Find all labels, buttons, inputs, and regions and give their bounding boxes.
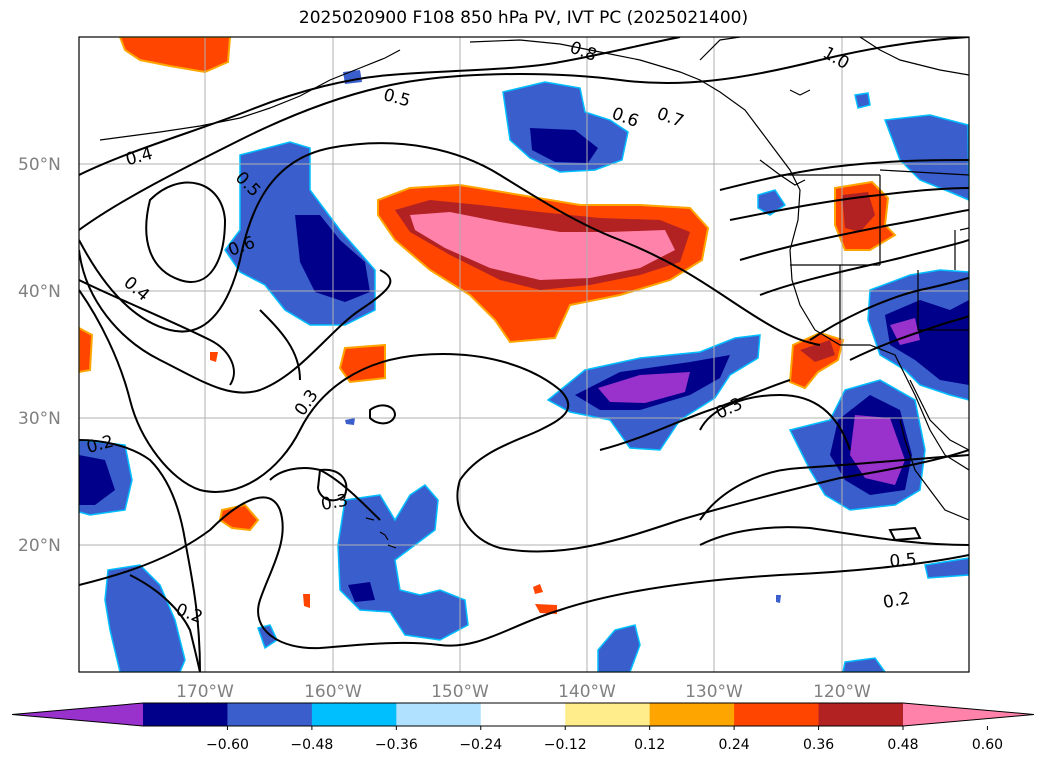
colorbar-segment bbox=[649, 703, 735, 726]
colorbar-tick-label: −0.24 bbox=[459, 737, 502, 753]
lat-label-20n: 20°N bbox=[18, 536, 61, 556]
colorbar-tick-label: −0.36 bbox=[375, 737, 418, 753]
colorbar-segment bbox=[227, 703, 313, 726]
colorbar-segment bbox=[480, 703, 566, 726]
colorbar-segment bbox=[143, 703, 228, 726]
lat-label-40n: 40°N bbox=[18, 282, 61, 302]
contour-label: 0.5 bbox=[889, 550, 918, 572]
colorbar-outline bbox=[11, 702, 1035, 727]
lat-label-50n: 50°N bbox=[18, 155, 61, 175]
plot-frame bbox=[78, 36, 970, 673]
colorbar-segment bbox=[565, 703, 651, 726]
colorbar: −0.60 −0.48 −0.36 −0.24 −0.12 0.12 0.24 0.36 0.4… bbox=[11, 702, 1035, 753]
contour-label: 0.2 bbox=[882, 589, 912, 613]
colorbar-tick-label: −0.60 bbox=[206, 737, 249, 753]
lon-label-170w: 170°W bbox=[176, 682, 234, 702]
colorbar-extend-low bbox=[12, 703, 143, 726]
colorbar-tick-label: −0.48 bbox=[290, 737, 333, 753]
lon-label-120w: 120°W bbox=[813, 682, 871, 702]
negative-anomaly-fill bbox=[79, 70, 969, 672]
lon-label-150w: 150°W bbox=[431, 682, 489, 702]
lon-label-140w: 140°W bbox=[558, 682, 616, 702]
colorbar-segment bbox=[396, 703, 482, 726]
colorbar-tick-label: 0.60 bbox=[972, 737, 1003, 753]
colorbar-tick-label: −0.12 bbox=[544, 737, 587, 753]
lon-label-130w: 130°W bbox=[685, 682, 743, 702]
coastlines bbox=[99, 37, 969, 549]
colorbar-segment bbox=[818, 703, 904, 726]
gridlines bbox=[79, 37, 969, 672]
map-title: 2025020900 F108 850 hPa PV, IVT PC (2025… bbox=[298, 8, 749, 28]
colorbar-tick-label: 0.48 bbox=[887, 737, 918, 753]
colorbar-tick-label: 0.36 bbox=[803, 737, 834, 753]
contour-label: 0.3 bbox=[320, 491, 350, 515]
colorbar-tick-label: 0.24 bbox=[719, 737, 750, 753]
colorbar-tick-label: 0.12 bbox=[634, 737, 665, 753]
lon-label-160w: 160°W bbox=[304, 682, 362, 702]
lat-label-30n: 30°N bbox=[18, 409, 61, 429]
colorbar-segment bbox=[734, 703, 820, 726]
positive-anomaly-fill bbox=[79, 37, 897, 614]
colorbar-extend-high bbox=[903, 703, 1034, 726]
colorbar-segment bbox=[311, 703, 397, 726]
pv-contours bbox=[79, 37, 969, 672]
